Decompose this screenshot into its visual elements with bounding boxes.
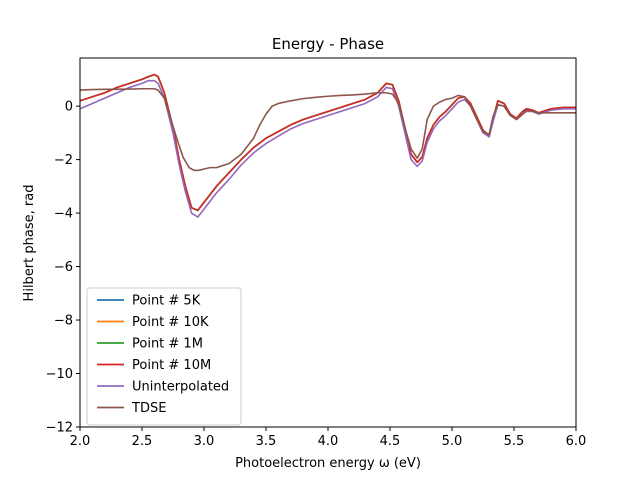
x-tick-label: 2.0	[70, 434, 91, 449]
x-tick-label: 5.5	[504, 434, 525, 449]
y-axis: 0 −2 −4 −6 −8 −10 −12	[46, 100, 80, 436]
y-tick-label: −8	[54, 314, 73, 329]
x-tick-label: 3.0	[194, 434, 215, 449]
y-tick-label: −4	[54, 207, 73, 222]
x-axis-label: Photoelectron energy ω (eV)	[235, 456, 421, 471]
legend-label: Point # 5K	[132, 294, 201, 309]
y-tick-label: 0	[65, 100, 73, 115]
x-axis: 2.0 2.5 3.0 3.5 4.0 4.5 5.0 5.5 6.0	[70, 427, 587, 449]
y-tick-label: −2	[54, 153, 73, 168]
x-tick-label: 5.0	[442, 434, 463, 449]
y-tick-label: −12	[46, 421, 73, 436]
plot-series-group	[80, 73, 576, 218]
legend-label: Uninterpolated	[132, 380, 229, 395]
x-tick-label: 2.5	[132, 434, 153, 449]
legend-label: Point # 10M	[132, 358, 211, 373]
y-axis-label: Hilbert phase, rad	[22, 185, 37, 302]
x-tick-label: 4.0	[318, 434, 339, 449]
legend-label: Point # 1M	[132, 337, 203, 352]
legend-label: Point # 10K	[132, 315, 209, 330]
x-tick-label: 3.5	[256, 434, 277, 449]
chart-title: Energy - Phase	[272, 35, 384, 53]
legend-box	[86, 287, 242, 426]
legend: Point # 5K Point # 10K Point # 1M Point # 1…	[86, 287, 242, 426]
x-tick-label: 4.5	[380, 434, 401, 449]
y-tick-label: −6	[54, 260, 73, 275]
y-tick-label: −10	[46, 367, 73, 382]
legend-label: TDSE	[131, 401, 166, 416]
series-line-tdse	[80, 87, 576, 172]
x-tick-label: 6.0	[566, 434, 587, 449]
